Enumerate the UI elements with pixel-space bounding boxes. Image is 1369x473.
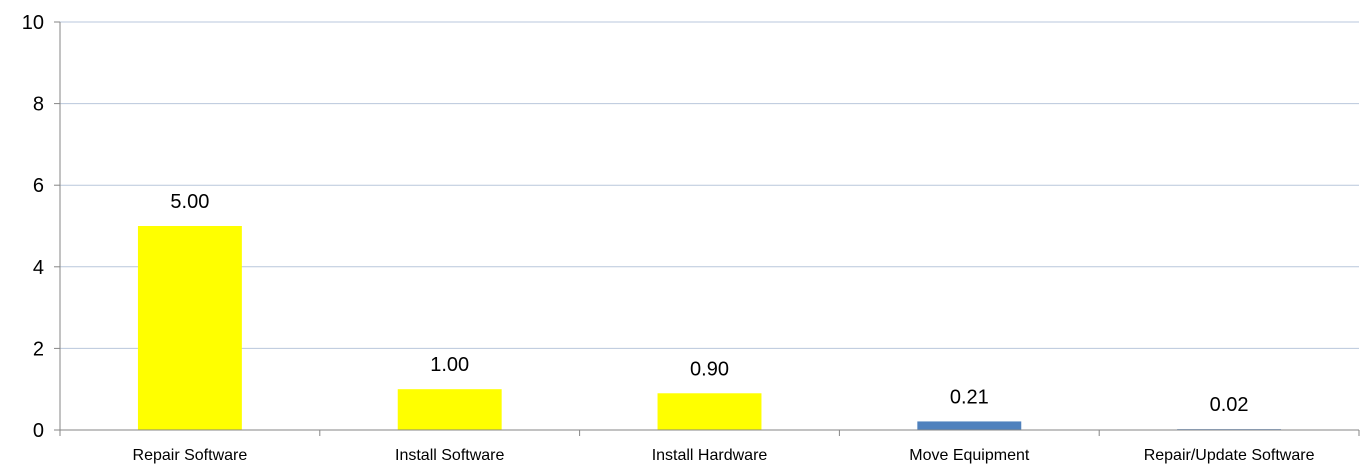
bar <box>137 226 242 430</box>
y-tick-label: 2 <box>33 338 44 360</box>
y-tick-label: 6 <box>33 175 44 197</box>
axes <box>54 21 1360 436</box>
bar <box>657 393 762 430</box>
y-tick-label: 10 <box>22 12 44 34</box>
y-tick-label: 8 <box>33 94 44 116</box>
y-tick-label: 0 <box>33 420 44 442</box>
data-label: 0.90 <box>690 358 729 380</box>
gridlines <box>60 21 1359 349</box>
data-label: 0.02 <box>1210 394 1249 416</box>
x-tick-label: Install Software <box>395 447 504 464</box>
x-tick-label: Move Equipment <box>909 447 1030 464</box>
x-tick-label: Repair Software <box>133 447 248 464</box>
x-tick-label: Install Hardware <box>652 447 768 464</box>
labels: 0 2 4 6 8 10 5.00 Repair Software 1.00 Install So… <box>22 12 1315 464</box>
data-label: 0.21 <box>950 386 989 408</box>
bar <box>397 389 502 430</box>
bar <box>917 421 1022 430</box>
y-tick-label: 4 <box>33 257 44 279</box>
x-tick-label: Repair/Update Software <box>1144 447 1315 464</box>
bars <box>137 226 1282 430</box>
data-label: 1.00 <box>430 354 469 376</box>
data-label: 5.00 <box>170 191 209 213</box>
